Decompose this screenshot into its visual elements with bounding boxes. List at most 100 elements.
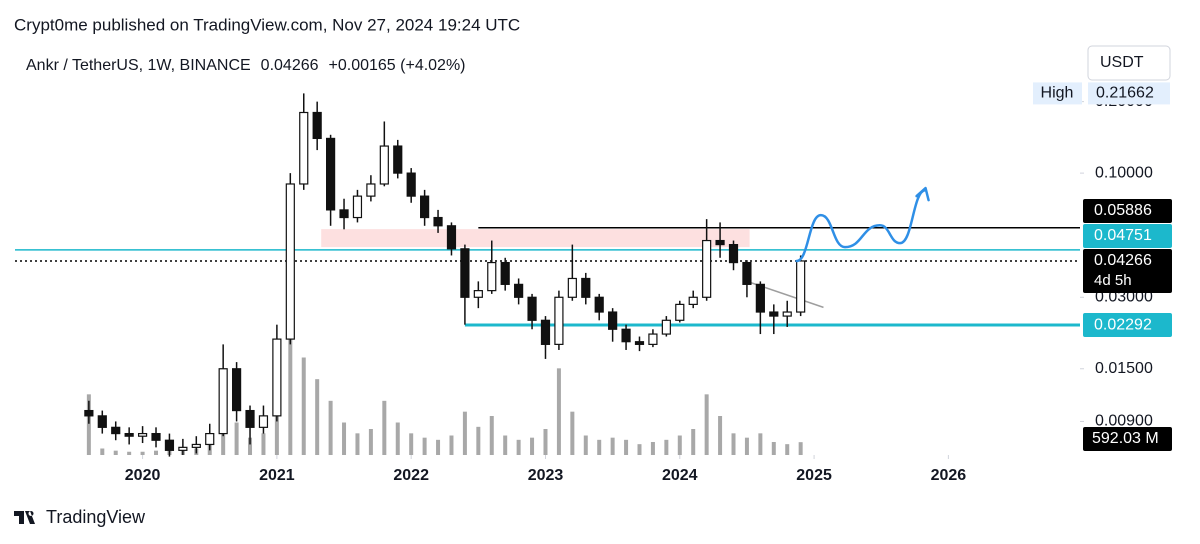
candle-body: [433, 216, 443, 227]
x-tick-label: 2021: [259, 467, 295, 484]
volume-bar: [543, 429, 548, 455]
volume-bar: [718, 416, 723, 455]
price-badge: [1083, 248, 1172, 293]
candle-body: [393, 145, 403, 174]
candle-body: [352, 195, 363, 219]
volume-bar: [489, 416, 494, 455]
publisher: Crypt0me published on TradingView.com, N…: [14, 15, 520, 34]
volume-bar: [368, 429, 373, 455]
candle-body: [191, 443, 201, 448]
volume-bar: [691, 429, 696, 455]
candle-body: [420, 195, 430, 219]
candle-body: [84, 409, 94, 417]
candle-body: [608, 311, 618, 330]
candle-body: [312, 111, 322, 140]
candle-body: [527, 296, 537, 321]
candle-body: [231, 368, 242, 412]
candle-body: [245, 409, 255, 428]
candle-body: [339, 209, 349, 219]
candle-body: [218, 368, 228, 435]
candle-body: [178, 446, 188, 451]
volume-badge: [1083, 427, 1172, 451]
volume-bar: [234, 422, 239, 455]
volume-bar: [422, 437, 427, 455]
volume-bar: [650, 442, 655, 455]
price-badge: [1083, 198, 1172, 223]
candle-body: [594, 296, 604, 313]
y-tick-label: 0.01500: [1095, 360, 1153, 377]
volume-bar: [570, 411, 575, 455]
candle-body: [137, 432, 148, 437]
candle-body: [500, 261, 510, 285]
candle-body: [728, 243, 739, 264]
price-badge-label: 0.04751: [1094, 227, 1152, 244]
candle-body: [299, 111, 309, 185]
volume-bar: [637, 444, 642, 455]
volume-bar: [328, 400, 333, 455]
y-tick-label: 0.10000: [1095, 164, 1153, 181]
volume-bar: [704, 394, 709, 455]
volume-bar: [677, 435, 682, 455]
price-badge: [1083, 223, 1172, 248]
candle-body: [164, 439, 175, 451]
x-tick-label: 2024: [662, 467, 698, 484]
y-tick-label: 0.00900: [1095, 413, 1153, 430]
volume-bar: [664, 439, 669, 455]
volume-bar: [140, 451, 145, 455]
candle-body: [648, 333, 658, 345]
candle-body: [473, 290, 483, 298]
supply-zone: [321, 229, 750, 248]
candle-body: [567, 277, 577, 298]
volume-bar: [503, 435, 508, 455]
candle-body: [124, 432, 134, 437]
candle-body: [621, 328, 631, 343]
last-price: 0.04266: [261, 57, 319, 74]
volume-bar: [798, 442, 803, 455]
arrow-head: [915, 186, 930, 202]
volume-bar: [597, 439, 602, 455]
candle-body: [540, 319, 551, 345]
candle-body: [514, 283, 524, 298]
brand: TradingView: [46, 507, 146, 527]
x-tick-label: 2020: [125, 467, 161, 484]
candle-body: [554, 296, 564, 345]
price-badge: [1083, 313, 1172, 338]
high-value-bg: [1088, 82, 1170, 105]
volume-bar: [744, 437, 749, 455]
candle-body: [326, 137, 336, 211]
change: +0.00165 (+4.02%): [329, 57, 466, 74]
currency[interactable]: USDT: [1100, 54, 1144, 71]
candle-body: [258, 415, 269, 428]
candle-body: [111, 426, 121, 435]
candle-body: [782, 311, 792, 317]
countdown: 4d 5h: [1094, 272, 1132, 289]
symbol: Ankr / TetherUS, 1W, BINANCE: [26, 57, 251, 74]
volume-bar: [436, 439, 441, 455]
volume-bar: [261, 433, 266, 455]
volume-bar: [274, 390, 279, 455]
x-tick-label: 2026: [931, 467, 967, 484]
volume-bar: [395, 422, 400, 455]
volume-bar: [556, 368, 561, 455]
candle-body: [285, 183, 295, 340]
volume-bar: [86, 394, 91, 455]
price-badge-label: 0.04266: [1094, 252, 1152, 269]
x-tick-label: 2023: [528, 467, 564, 484]
volume-bar: [315, 379, 320, 455]
currency-button[interactable]: [1087, 45, 1171, 81]
volume-bar: [462, 411, 467, 455]
volume-bar: [342, 422, 347, 455]
volume-bar: [382, 400, 387, 455]
high-tag: High: [1041, 85, 1074, 102]
volume-bar: [449, 435, 454, 455]
volume-bar: [113, 450, 118, 455]
volume-bar: [154, 450, 159, 455]
candle-body: [379, 145, 389, 185]
volume-bar: [758, 433, 763, 455]
volume-bar: [530, 437, 535, 455]
candle-body: [769, 311, 779, 317]
volume-bar: [355, 433, 360, 455]
candle-body: [634, 341, 645, 345]
candle-body: [796, 260, 806, 313]
